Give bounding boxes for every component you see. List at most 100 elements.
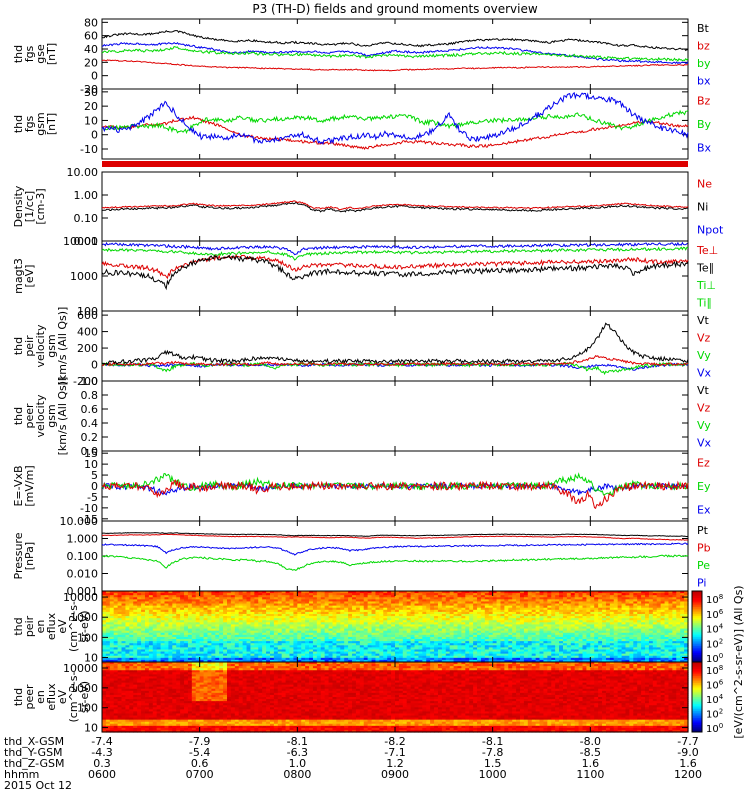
- spectrogram-cell: [437, 622, 443, 626]
- spectrogram-cell: [102, 632, 107, 636]
- spectrogram-cell: [586, 649, 591, 653]
- spectrogram-cell: [500, 609, 505, 613]
- spectrogram-cell: [602, 622, 607, 626]
- spectrogram-cell: [285, 645, 291, 648]
- spectrogram-cell: [453, 647, 459, 651]
- spectrogram-cell: [305, 643, 310, 646]
- spectrogram-cell: [395, 651, 400, 655]
- spectrogram-cell: [168, 649, 173, 653]
- spectrogram-cell: [203, 605, 209, 609]
- spectrogram-cell: [527, 643, 533, 646]
- spectrogram-cell: [461, 641, 466, 644]
- spectrogram-cell: [172, 595, 177, 598]
- spectrogram-cell: [488, 603, 494, 607]
- spectrogram-cell: [418, 643, 423, 646]
- spectrogram-cell: [258, 639, 263, 642]
- spectrogram-cell: [547, 651, 552, 655]
- spectrogram-cell: [203, 595, 209, 598]
- spectrogram-cell: [598, 641, 603, 644]
- spectrogram-cell: [184, 601, 189, 605]
- spectrogram-cell: [230, 591, 236, 594]
- spectrogram-cell: [473, 628, 478, 632]
- spectrogram-cell: [121, 647, 127, 651]
- legend-Vz: Vz: [697, 401, 711, 414]
- spectrogram-cell: [520, 597, 525, 600]
- spectrogram-cell: [316, 607, 322, 611]
- spectrogram-cell: [367, 613, 373, 617]
- spectrogram-cell: [109, 591, 115, 594]
- spectrogram-cell: [582, 593, 588, 596]
- spectrogram-cell: [465, 591, 470, 594]
- spectrogram-cell: [355, 611, 361, 615]
- spectrogram-cell: [102, 636, 107, 640]
- y-axis-label: Density: [12, 185, 25, 227]
- spectrogram-cell: [516, 634, 521, 638]
- spectrogram-cell: [582, 624, 588, 628]
- spectrogram-cell: [555, 624, 560, 628]
- spectrogram-cell: [410, 599, 416, 603]
- spectrogram-cell: [215, 601, 220, 605]
- spectrogram-cell: [105, 645, 111, 648]
- spectrogram-cell: [477, 639, 482, 642]
- spectrogram-cell: [363, 657, 369, 661]
- spectrogram-cell: [297, 599, 302, 603]
- spectrogram-cell: [570, 651, 576, 655]
- spectrogram-cell: [348, 605, 353, 609]
- spectrogram-cell: [477, 605, 482, 609]
- spectrogram-cell: [609, 624, 615, 628]
- spectrogram-cell: [187, 657, 193, 661]
- spectrogram-cell: [586, 626, 591, 630]
- spectrogram-cell: [340, 597, 345, 600]
- spectrogram-cell: [324, 595, 330, 598]
- spectrogram-cell: [102, 657, 107, 661]
- spectrogram-cell: [426, 626, 431, 630]
- spectrogram-cell: [598, 645, 603, 648]
- spectrogram-cell: [102, 593, 107, 596]
- spectrogram-cell: [480, 609, 486, 613]
- spectrogram-cell: [332, 599, 337, 603]
- spectrogram-cell: [289, 636, 295, 640]
- spectrogram-cell: [219, 626, 224, 630]
- spectrogram-cell: [121, 601, 127, 605]
- spectrogram-cell: [535, 630, 541, 634]
- spectrogram-cell: [211, 645, 216, 648]
- spectrogram-cell: [414, 591, 420, 594]
- spectrogram-cell: [320, 649, 326, 653]
- spectrogram-cell: [434, 626, 439, 630]
- spectrogram-cell: [449, 618, 455, 621]
- spectrogram-cell: [191, 634, 197, 638]
- spectrogram-cell: [559, 611, 564, 615]
- spectrogram-cell: [437, 624, 443, 628]
- spectrogram-cell: [445, 641, 451, 644]
- spectrogram-cell: [309, 626, 314, 630]
- spectrogram-cell: [504, 643, 509, 646]
- spectrogram-cell: [195, 649, 201, 653]
- spectrogram-cell: [332, 616, 337, 619]
- spectrogram-cell: [195, 657, 201, 661]
- spectrogram-cell: [488, 630, 494, 634]
- spectrogram-cell: [211, 636, 216, 640]
- spectrogram-cell: [582, 659, 588, 663]
- spectrogram-cell: [613, 622, 619, 626]
- spectrogram-cell: [512, 607, 517, 611]
- spectrogram-cell: [332, 595, 337, 598]
- spectrogram-cell: [367, 597, 373, 600]
- spectrogram-cell: [465, 624, 470, 628]
- spectrogram-cell: [180, 632, 185, 636]
- spectrogram-cell: [180, 636, 185, 640]
- spectrogram-cell: [117, 657, 123, 661]
- spectrogram-cell: [191, 599, 197, 603]
- spectrogram-cell: [309, 630, 314, 634]
- spectrogram-cell: [164, 620, 170, 623]
- spectrogram-cell: [254, 616, 259, 619]
- spectrogram-cell: [469, 595, 474, 598]
- spectrogram-cell: [391, 659, 396, 663]
- spectrogram-cell: [215, 591, 220, 594]
- spectrogram-cell: [586, 655, 591, 659]
- spectrogram-cell: [316, 659, 322, 663]
- spectrogram-cell: [156, 593, 162, 596]
- spectrogram-cell: [148, 626, 154, 630]
- spectrogram-cell: [144, 601, 150, 605]
- spectrogram-cell: [172, 618, 177, 621]
- spectrogram-cell: [223, 634, 228, 638]
